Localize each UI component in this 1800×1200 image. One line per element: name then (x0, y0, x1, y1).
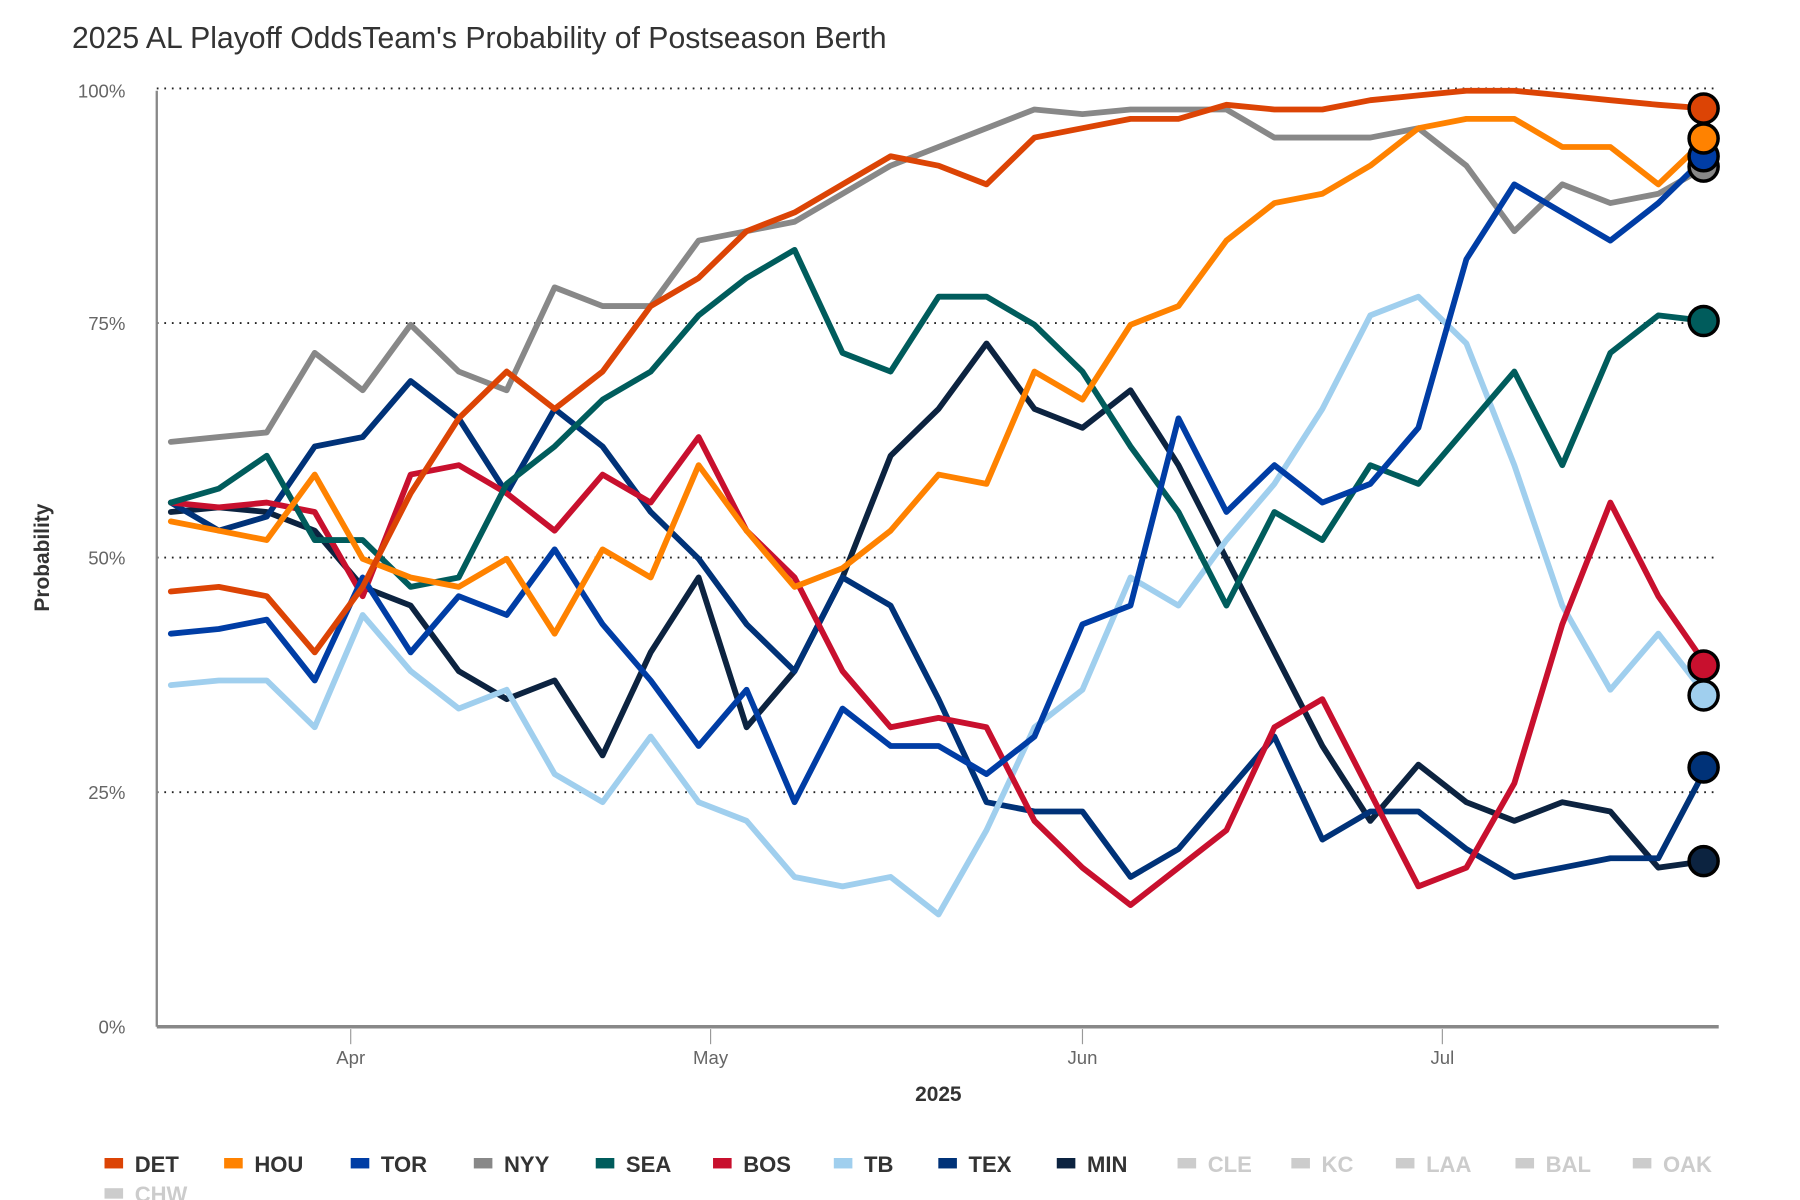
legend-item-bos[interactable]: BOS (713, 1152, 791, 1177)
legend-swatch-icon (1056, 1158, 1076, 1169)
y-tick-label: 0% (99, 1017, 126, 1038)
legend-label: NYY (504, 1152, 550, 1177)
legend-swatch-icon (104, 1158, 124, 1169)
legend-item-laa[interactable]: LAA (1395, 1152, 1472, 1177)
series-line-tex[interactable] (167, 378, 1710, 880)
legend-swatch-icon (1395, 1158, 1415, 1169)
series-line-nyy[interactable] (167, 106, 1710, 445)
end-marker-hou[interactable] (1687, 122, 1720, 155)
legend-item-chw[interactable]: CHW (104, 1182, 188, 1200)
x-tick-label: May (693, 1047, 729, 1068)
y-tick-label: 75% (88, 313, 125, 334)
series-line-det[interactable] (167, 87, 1710, 656)
legend-swatch-icon (713, 1158, 732, 1169)
end-marker-tex[interactable] (1687, 751, 1720, 784)
series-line-hou[interactable] (167, 115, 1710, 637)
legend-label: BOS (743, 1152, 791, 1177)
x-tick-label: Apr (336, 1047, 365, 1068)
legend-item-kc[interactable]: KC (1291, 1152, 1353, 1177)
legend-item-bal[interactable]: BAL (1515, 1152, 1591, 1177)
legend-item-tor[interactable]: TOR (350, 1152, 427, 1177)
series-line-tor[interactable] (167, 153, 1710, 806)
legend-item-min[interactable]: MIN (1056, 1152, 1128, 1177)
legend-label: OAK (1663, 1152, 1712, 1177)
legend-item-hou[interactable]: HOU (224, 1152, 303, 1177)
legend: DET HOU TOR NYY SEA BOS TB TEX MIN CLE KC LAA BAL OAK… (104, 1152, 1712, 1200)
legend-label: MIN (1087, 1152, 1127, 1177)
legend-label: BAL (1546, 1152, 1591, 1177)
x-tick-label: Jul (1430, 1047, 1454, 1068)
legend-label: DET (135, 1152, 180, 1177)
legend-item-nyy[interactable]: NYY (473, 1152, 550, 1177)
legend-label: TEX (969, 1152, 1012, 1177)
y-tick-label: 100% (78, 81, 126, 102)
legend-swatch-icon (938, 1158, 957, 1169)
end-marker-bos[interactable] (1687, 649, 1720, 682)
legend-item-tex[interactable]: TEX (938, 1152, 1012, 1177)
legend-swatch-icon (473, 1158, 493, 1169)
legend-swatch-icon (595, 1158, 615, 1169)
x-tick-label: Jun (1067, 1047, 1097, 1068)
end-marker-det[interactable] (1687, 92, 1720, 125)
end-markers (1687, 92, 1720, 878)
legend-label: CLE (1208, 1152, 1252, 1177)
legend-swatch-icon (104, 1188, 124, 1199)
legend-swatch-icon (350, 1158, 370, 1169)
legend-label: TOR (381, 1152, 427, 1177)
end-marker-min[interactable] (1687, 844, 1720, 878)
legend-swatch-icon (1515, 1158, 1535, 1169)
legend-swatch-icon (224, 1158, 243, 1169)
legend-item-cle[interactable]: CLE (1177, 1152, 1252, 1177)
series-line-sea[interactable] (167, 246, 1710, 609)
legend-item-oak[interactable]: OAK (1632, 1152, 1712, 1177)
y-axis: 0% 25% 50% 75% 100% Probability (31, 81, 158, 1038)
legend-item-det[interactable]: DET (104, 1152, 180, 1177)
x-axis: Apr May Jun Jul 2025 (156, 1025, 1719, 1106)
y-tick-label: 25% (88, 782, 125, 803)
legend-swatch-icon (833, 1158, 853, 1169)
end-marker-sea[interactable] (1687, 304, 1720, 338)
legend-label: SEA (626, 1152, 671, 1177)
end-marker-tb[interactable] (1687, 679, 1720, 712)
series-line-min[interactable] (167, 340, 1710, 871)
legend-item-tb[interactable]: TB (833, 1152, 894, 1177)
legend-label: CHW (135, 1182, 188, 1200)
chart-title: 2025 AL Playoff OddsTeam's Probability o… (72, 22, 887, 55)
legend-swatch-icon (1291, 1158, 1310, 1169)
y-axis-title: Probability (31, 503, 54, 611)
legend-label: TB (864, 1152, 893, 1177)
x-axis-title: 2025 (915, 1083, 962, 1106)
series-line-tb[interactable] (167, 293, 1710, 918)
legend-label: KC (1322, 1152, 1354, 1177)
series-lines (167, 87, 1710, 918)
legend-label: LAA (1426, 1152, 1471, 1177)
legend-swatch-icon (1177, 1158, 1197, 1169)
legend-label: HOU (254, 1152, 303, 1177)
y-tick-label: 50% (88, 548, 125, 569)
legend-swatch-icon (1632, 1158, 1652, 1169)
legend-item-sea[interactable]: SEA (595, 1152, 672, 1177)
